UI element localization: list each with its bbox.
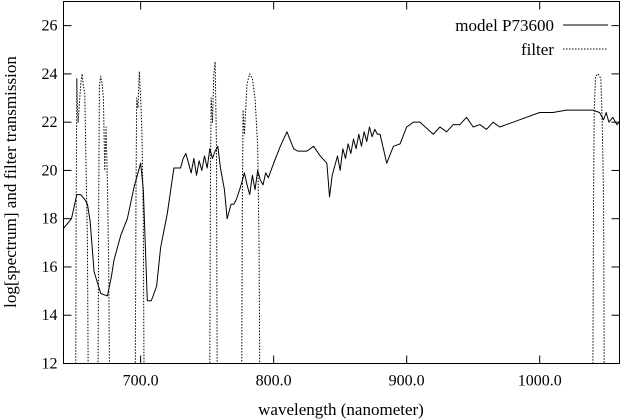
y-tick-label: 20 bbox=[42, 162, 58, 179]
x-tick-label: 800.0 bbox=[256, 373, 292, 390]
y-tick-label: 24 bbox=[42, 66, 58, 83]
series-line-filter bbox=[63, 61, 620, 364]
y-tick-label: 26 bbox=[42, 18, 58, 35]
legend: model P73600 filter bbox=[455, 16, 608, 59]
series-line-model bbox=[63, 109, 620, 302]
y-tick-label: 18 bbox=[42, 211, 58, 228]
y-tick-label: 12 bbox=[42, 356, 58, 373]
y-tick-label: 16 bbox=[42, 259, 58, 276]
x-tick-label: 900.0 bbox=[389, 373, 425, 390]
x-tick-label: 1000.0 bbox=[518, 373, 562, 390]
x-tick-label: 700.0 bbox=[123, 373, 159, 390]
legend-label-model: model P73600 bbox=[455, 16, 554, 35]
legend-label-filter: filter bbox=[521, 40, 554, 59]
y-tick-label: 22 bbox=[42, 114, 58, 131]
x-axis-label: wavelength (nanometer) bbox=[258, 400, 424, 419]
y-axis-ticks: 12 14 16 18 20 22 24 26 bbox=[42, 18, 620, 373]
series-layer bbox=[63, 61, 620, 364]
x-axis-ticks: 700.0 800.0 900.0 1000.0 bbox=[123, 1, 562, 390]
y-tick-label: 14 bbox=[42, 307, 58, 324]
y-axis-label: log[spectrum] and filter transmission bbox=[1, 56, 20, 308]
